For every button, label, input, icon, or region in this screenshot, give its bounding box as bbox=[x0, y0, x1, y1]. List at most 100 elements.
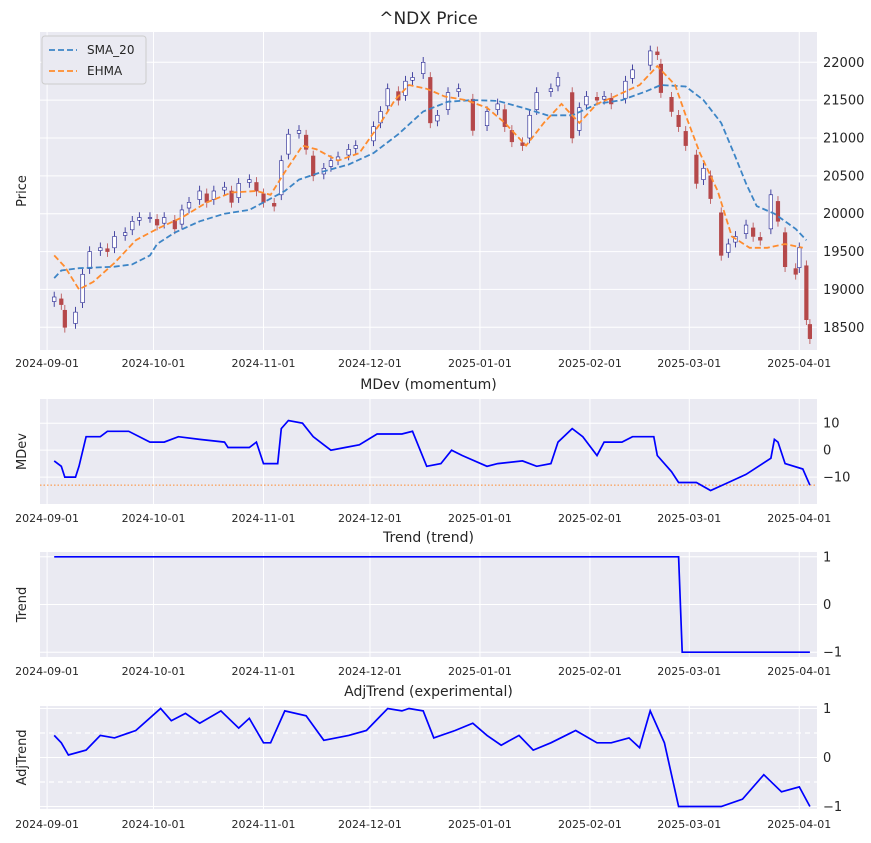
adjtrend-chart-title: AdjTrend (experimental) bbox=[344, 684, 513, 700]
mdev-x-tick-label: 2024-11-01 bbox=[232, 512, 296, 525]
adjtrend-series-line bbox=[53, 707, 811, 808]
price-panel: 18500 19000 19500 20000 20500 21000 21500 22000… bbox=[15, 9, 864, 370]
candle-body bbox=[495, 103, 500, 110]
candle-body bbox=[105, 248, 110, 252]
candle-body bbox=[303, 134, 309, 150]
candle-body bbox=[520, 142, 525, 146]
mdev-x-tick-label: 2025-03-01 bbox=[657, 512, 721, 525]
candle-body bbox=[708, 175, 713, 199]
price-legend: SMA_20 EHMA bbox=[41, 35, 147, 85]
candle-body bbox=[470, 98, 475, 131]
candle-body bbox=[484, 111, 490, 126]
price-x-tick-label: 2025-02-01 bbox=[558, 357, 622, 370]
legend-label-sma: SMA_20 bbox=[87, 43, 134, 57]
adjtrend-y-tick-label: −1 bbox=[823, 800, 842, 815]
price-y-tick-label: 21500 bbox=[823, 94, 864, 109]
price-x-tick-label: 2024-11-01 bbox=[232, 357, 296, 370]
candle-body bbox=[807, 324, 813, 339]
legend-box bbox=[41, 35, 147, 85]
price-y-axis-label: Price bbox=[15, 175, 30, 207]
price-x-tick-label: 2025-03-01 bbox=[657, 357, 721, 370]
legend-label-ehma: EHMA bbox=[87, 64, 123, 78]
trend-y-tick-label: −1 bbox=[823, 646, 842, 661]
candle-body bbox=[186, 202, 192, 209]
mdev-x-tick-label: 2025-02-01 bbox=[558, 512, 622, 525]
candle-body bbox=[743, 224, 749, 234]
price-x-tick-label: 2025-01-01 bbox=[448, 357, 512, 370]
candle-body bbox=[59, 298, 64, 305]
candle-body bbox=[385, 88, 390, 107]
trend-x-tick-label: 2024-12-01 bbox=[338, 665, 402, 678]
mdev-x-tick-label: 2024-12-01 bbox=[338, 512, 402, 525]
candle-body bbox=[676, 114, 681, 127]
price-y-ticks: 18500 19000 19500 20000 20500 21000 21500 22000 bbox=[823, 56, 864, 336]
candle-body bbox=[797, 247, 802, 268]
candle-body bbox=[594, 97, 600, 101]
trend-x-tick-label: 2024-11-01 bbox=[232, 665, 296, 678]
price-y-tick-label: 20500 bbox=[823, 169, 864, 184]
mdev-plot-background bbox=[40, 399, 817, 504]
candle-body bbox=[254, 182, 259, 192]
candle-body bbox=[179, 209, 185, 225]
mdev-y-tick-label: −10 bbox=[823, 471, 850, 486]
adjtrend-x-tick-label: 2024-09-01 bbox=[15, 818, 79, 831]
candle-body bbox=[137, 217, 142, 221]
candle-body bbox=[162, 217, 167, 224]
mdev-x-tick-label: 2024-09-01 bbox=[15, 512, 79, 525]
candle-body bbox=[62, 309, 67, 328]
candle-body bbox=[527, 114, 532, 139]
candle-body bbox=[456, 88, 461, 92]
price-y-tick-label: 20000 bbox=[823, 207, 864, 222]
candle-body bbox=[683, 131, 688, 146]
candle-body bbox=[435, 114, 440, 122]
candle-body bbox=[211, 190, 216, 200]
candle-body bbox=[648, 50, 653, 66]
candle-body bbox=[669, 97, 674, 112]
adjtrend-panel: 10−1 2024-09-01 2024-10-01 2024-11-01 2024-… bbox=[15, 684, 842, 831]
trend-series bbox=[54, 555, 810, 654]
candle-body bbox=[555, 77, 561, 87]
candle-body bbox=[577, 107, 582, 131]
candle-body bbox=[353, 145, 358, 149]
mdev-x-tick-label: 2025-01-01 bbox=[448, 512, 512, 525]
trend-x-tick-label: 2025-01-01 bbox=[448, 665, 512, 678]
trend-panel: 10−1 2024-09-01 2024-10-01 2024-11-01 2024-… bbox=[15, 530, 842, 678]
candle-body bbox=[261, 193, 266, 203]
mdev-series bbox=[53, 419, 811, 492]
price-x-tick-label: 2024-10-01 bbox=[122, 357, 186, 370]
price-x-tick-label: 2024-12-01 bbox=[338, 357, 402, 370]
candle-body bbox=[378, 111, 383, 124]
candle-body bbox=[296, 130, 302, 134]
candle-body bbox=[197, 190, 202, 200]
adjtrend-x-ticks: 2024-09-01 2024-10-01 2024-11-01 2024-12-01… bbox=[15, 818, 831, 831]
adjtrend-y-tick-label: 1 bbox=[823, 702, 831, 717]
price-y-tick-label: 19000 bbox=[823, 283, 864, 298]
mdev-x-ticks: 2024-09-01 2024-10-01 2024-11-01 2024-12-01… bbox=[15, 512, 831, 525]
candle-body bbox=[719, 212, 724, 256]
candle-body bbox=[509, 130, 514, 143]
candle-body bbox=[584, 96, 589, 106]
candle-body bbox=[123, 232, 128, 236]
candle-body bbox=[311, 155, 316, 177]
mdev-y-ticks: 10 0 −10 bbox=[823, 417, 850, 486]
candle-body bbox=[502, 109, 507, 127]
candle-body bbox=[602, 96, 607, 100]
candle-body bbox=[222, 186, 227, 191]
candle-body bbox=[52, 296, 57, 302]
trend-x-tick-label: 2024-09-01 bbox=[15, 665, 79, 678]
trend-x-ticks: 2024-09-01 2024-10-01 2024-11-01 2024-12-01… bbox=[15, 665, 831, 678]
adjtrend-x-tick-label: 2024-12-01 bbox=[338, 818, 402, 831]
mdev-y-axis-label: MDev bbox=[15, 433, 30, 470]
candle-body bbox=[548, 88, 554, 92]
trend-y-axis-label: Trend bbox=[15, 587, 30, 624]
candle-body bbox=[758, 237, 763, 241]
price-chart-title: ^NDX Price bbox=[379, 9, 478, 29]
price-y-tick-label: 22000 bbox=[823, 56, 864, 71]
adjtrend-x-tick-label: 2024-11-01 bbox=[232, 818, 296, 831]
candle-body bbox=[154, 219, 160, 226]
adjtrend-y-tick-label: 0 bbox=[823, 751, 831, 766]
candle-body bbox=[726, 243, 731, 253]
candle-body bbox=[428, 77, 433, 124]
trend-chart-title: Trend (trend) bbox=[382, 530, 474, 546]
mdev-y-tick-label: 0 bbox=[823, 444, 831, 459]
